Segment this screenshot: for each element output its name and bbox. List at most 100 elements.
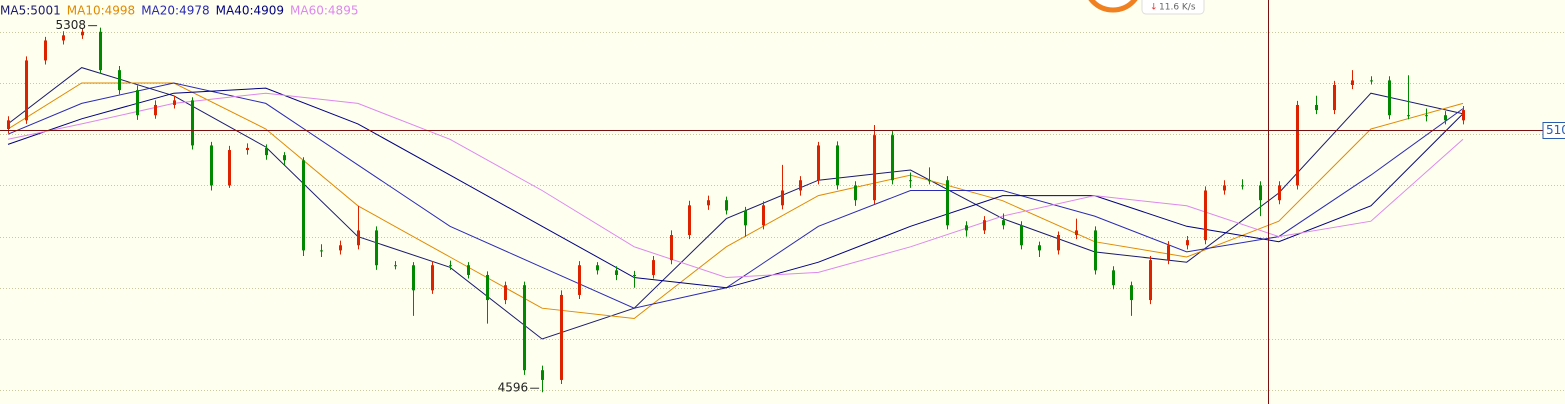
candle-body (1333, 84, 1336, 111)
candle-body (652, 260, 655, 275)
candle-body (670, 235, 673, 261)
candle-body (1094, 230, 1097, 271)
ma-line (7, 92, 1464, 279)
candle-body (228, 150, 231, 186)
candle-body (357, 230, 360, 246)
candle-body (136, 90, 139, 116)
candle-body (836, 145, 839, 186)
ma-line (7, 82, 1464, 309)
candle-body (633, 274, 636, 276)
candle-body (1204, 190, 1207, 241)
candle-body (541, 370, 544, 380)
legend-entry: MA60:4895 (290, 4, 358, 18)
candle-body (1296, 104, 1299, 186)
legend-entry: MA20:4978 (141, 4, 209, 18)
candle-body (983, 220, 986, 231)
candle-body (1351, 80, 1354, 85)
crosshair-price: 5108 (1546, 123, 1565, 137)
ma-line (7, 87, 1464, 289)
candle-body (302, 160, 305, 251)
candle-body (504, 285, 507, 301)
legend-entry: MA10:4998 (67, 4, 135, 18)
candle-body (118, 70, 121, 91)
candle-body (283, 155, 286, 161)
overlay-arrow: ↓ (1150, 3, 1158, 13)
candle-body (854, 185, 857, 201)
candle-body (688, 205, 691, 236)
candle-body (946, 180, 949, 226)
candle-body (1038, 245, 1041, 251)
candle-body (1241, 185, 1244, 187)
candle-body (1223, 185, 1226, 191)
candle-body (596, 265, 599, 271)
ma-line (7, 67, 1464, 340)
candle-body (173, 100, 176, 105)
candle-body (486, 274, 489, 301)
candle-body (320, 250, 323, 252)
candle-body (1149, 260, 1152, 301)
candle-body (817, 145, 820, 181)
candle-body (928, 180, 931, 182)
candle-body (1057, 235, 1060, 251)
candle-body (873, 135, 876, 201)
candle-body (412, 265, 415, 291)
extreme-label: 4596 (498, 381, 529, 395)
overlay-speed: 11.6 K/s (1159, 3, 1196, 13)
candle-body (25, 60, 28, 121)
candle-body (799, 180, 802, 191)
candle-body (725, 200, 728, 211)
candle-body (246, 147, 249, 151)
candle-body (375, 230, 378, 266)
candle-body (394, 265, 397, 267)
candle-body (1167, 245, 1170, 261)
candle-body (707, 200, 710, 206)
overlay-ring (1088, 0, 1138, 13)
candle-body (1186, 240, 1189, 246)
candle-body (1425, 115, 1428, 117)
legend-entry: MA5:5001 (0, 4, 61, 18)
candle-body (578, 265, 581, 295)
candle-body (191, 100, 194, 146)
candle-body (1130, 285, 1133, 301)
candle-body (449, 265, 452, 267)
candle-body (1278, 185, 1281, 201)
candle-body (1259, 185, 1262, 201)
candle-body (560, 294, 563, 380)
extreme-label: 5308 (56, 18, 87, 32)
candle-body (744, 210, 747, 226)
candle-body (1315, 104, 1318, 111)
candle-body (1388, 80, 1391, 116)
candle-body (7, 120, 10, 130)
candle-body (431, 265, 434, 291)
ma-line (7, 82, 1464, 320)
candle-body (1002, 220, 1005, 226)
candle-body (1444, 115, 1447, 121)
candle-body (1112, 270, 1115, 286)
crosshair-price-box (1542, 122, 1565, 139)
candle-body (339, 245, 342, 251)
candle-body (467, 265, 470, 275)
legend-entry: MA40:4909 (216, 4, 284, 18)
candle-body (615, 270, 618, 275)
candle-body (965, 225, 968, 231)
candle-body (210, 145, 213, 186)
candle-body (1020, 225, 1023, 246)
candle-body (1462, 110, 1465, 121)
candle-body (99, 31, 102, 71)
candle-body (891, 135, 894, 181)
overlay-badge (1141, 0, 1205, 15)
candle-body (81, 31, 84, 36)
candle-body (523, 285, 526, 371)
candle-body (44, 40, 47, 61)
candle-body (1407, 115, 1410, 117)
candle-body (154, 104, 157, 116)
candle-body (1370, 80, 1373, 82)
candle-body (1075, 230, 1078, 236)
candle-body (762, 205, 765, 226)
candle-body (62, 35, 65, 41)
candle-body (909, 180, 912, 182)
candle-body (265, 147, 268, 156)
candle-body (781, 190, 784, 206)
